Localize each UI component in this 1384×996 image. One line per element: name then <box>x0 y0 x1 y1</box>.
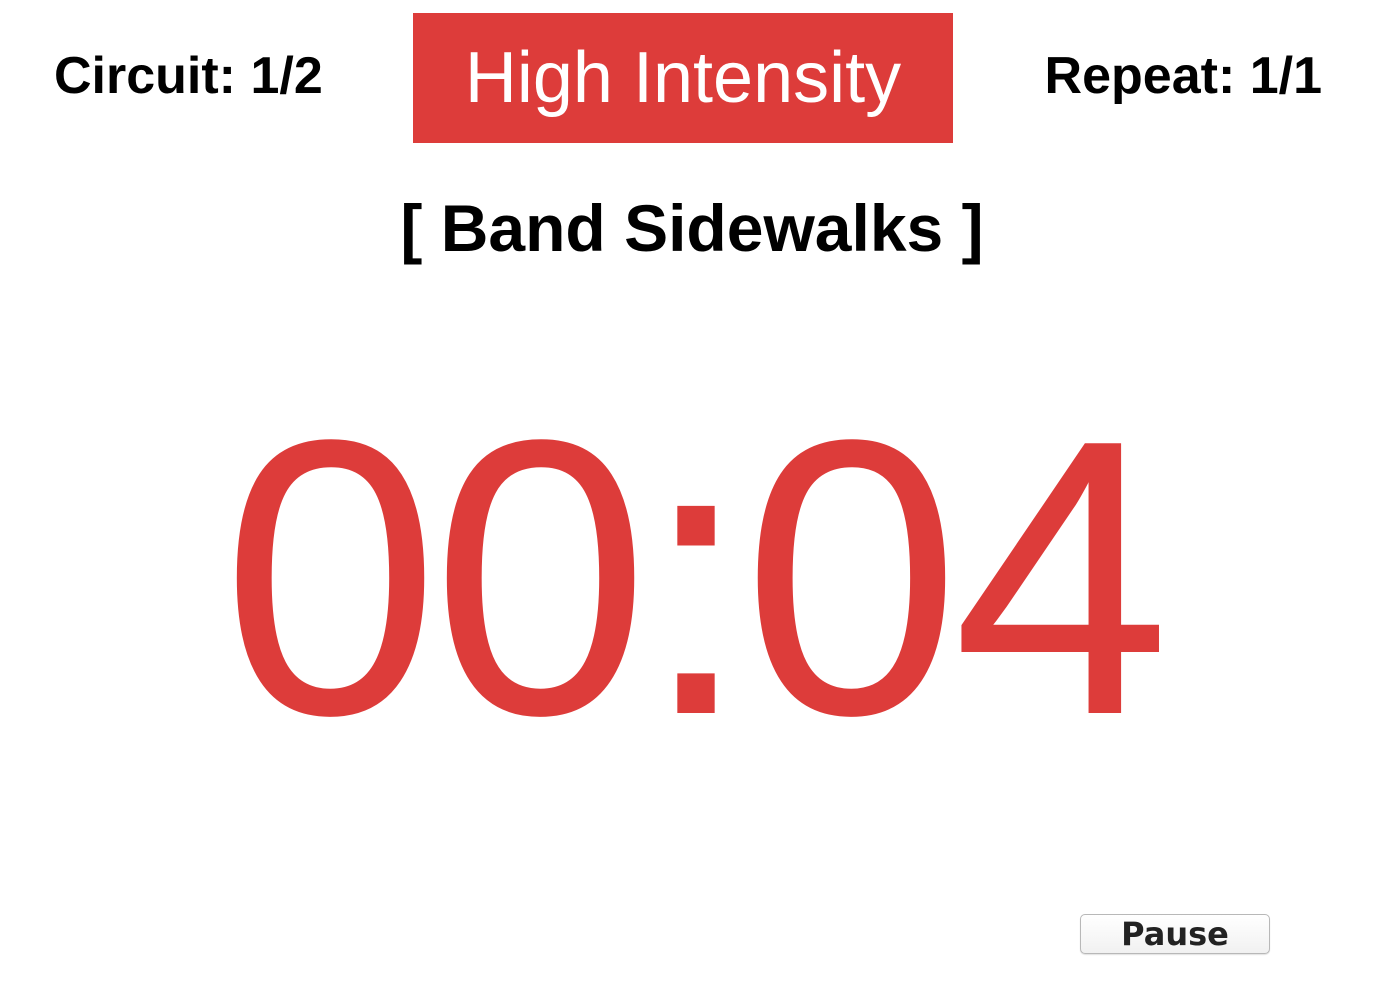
phase-badge: High Intensity <box>413 13 953 143</box>
pause-button[interactable]: Pause <box>1080 914 1270 954</box>
countdown-timer: 00:04 <box>221 359 1171 797</box>
exercise-name: [ Band Sidewalks ] <box>400 191 984 265</box>
circuit-counter: Circuit: 1/2 <box>54 47 323 105</box>
repeat-counter: Repeat: 1/1 <box>1044 47 1322 105</box>
